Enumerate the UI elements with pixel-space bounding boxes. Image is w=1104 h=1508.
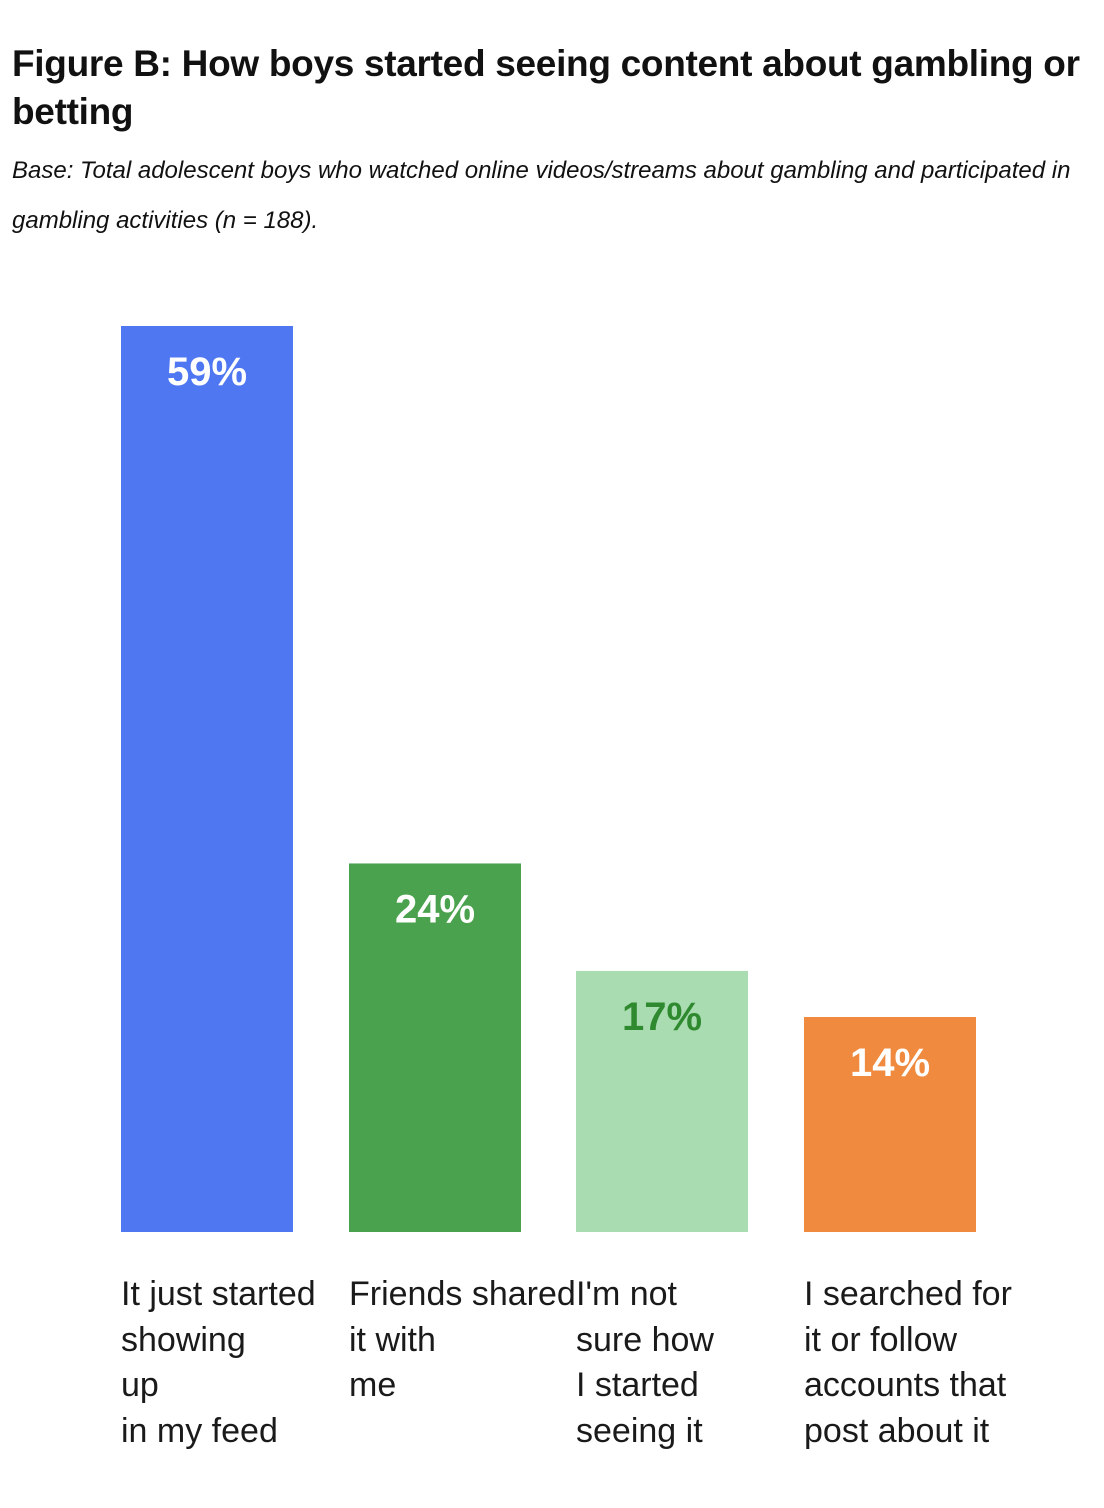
category-label-4: I searched for it or follow accounts that p… — [804, 1275, 1012, 1450]
bar-value-label-2: 24% — [395, 887, 475, 931]
bar-value-label-3: 17% — [622, 995, 702, 1039]
bar-2 — [349, 863, 521, 1232]
bar-1 — [121, 326, 293, 1232]
bar-4 — [804, 1017, 976, 1232]
bar-value-label-1: 59% — [167, 350, 247, 394]
category-label-3: I'm not sure how I started seeing it — [576, 1275, 714, 1450]
category-label-2: Friends shared it with me — [349, 1275, 576, 1404]
category-label-1: It just started showing up in my feed — [121, 1275, 316, 1450]
bar-value-label-4: 14% — [850, 1041, 930, 1085]
chart-title: Figure B: How boys started seeing conten… — [12, 43, 1080, 132]
bar-3 — [576, 970, 748, 1232]
chart-subtitle: Base: Total adolescent boys who watched … — [12, 157, 1071, 234]
